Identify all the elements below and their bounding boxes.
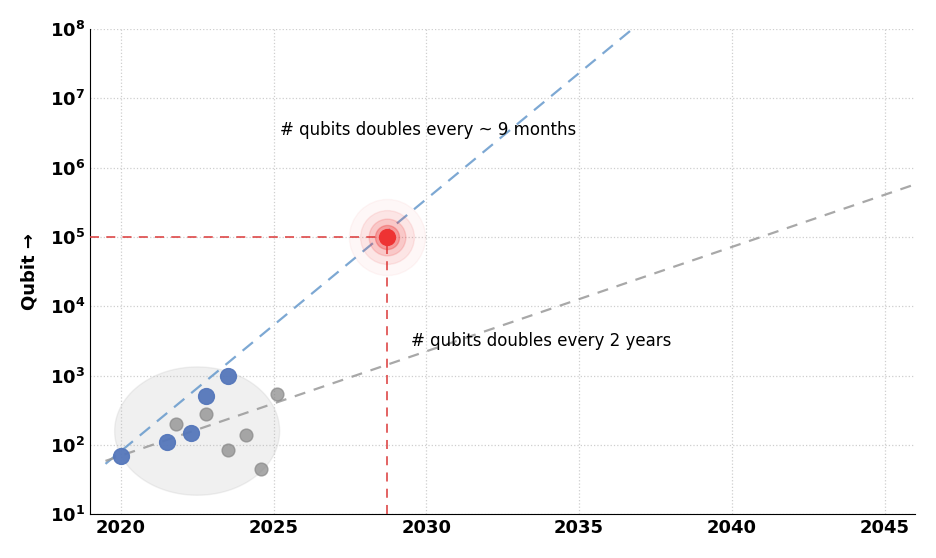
Text: # qubits doubles every 2 years: # qubits doubles every 2 years [411,331,671,349]
Point [198,392,213,401]
Point [379,233,394,242]
Point [159,437,174,446]
Point [379,233,394,242]
Point [239,430,254,439]
Point [220,371,235,380]
Point [254,465,269,474]
Text: # qubits doubles every ~ 9 months: # qubits doubles every ~ 9 months [280,121,576,139]
Point [379,233,394,242]
Point [113,451,128,460]
Point [198,410,213,418]
Point [220,445,235,454]
Point [379,233,394,242]
Point [168,420,183,429]
Point [183,429,198,437]
Y-axis label: Qubit →: Qubit → [21,233,38,310]
Point [270,389,285,398]
Point [379,233,394,242]
Polygon shape [115,367,280,496]
